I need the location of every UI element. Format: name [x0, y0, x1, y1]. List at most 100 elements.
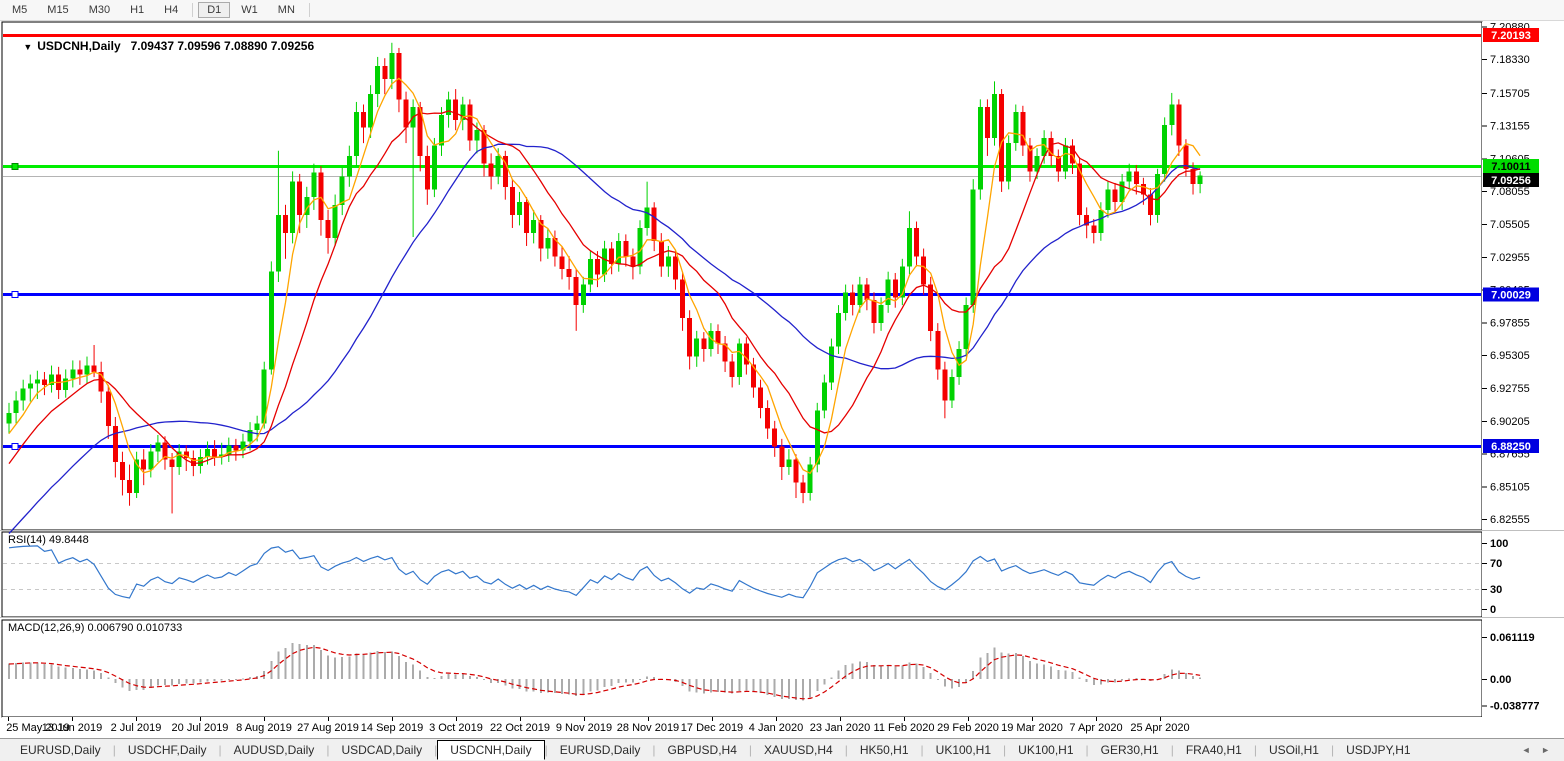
timeframe-toolbar: M5 M15 M30 H1 H4 D1 W1 MN: [0, 0, 1564, 21]
hline-handle[interactable]: [11, 163, 19, 170]
svg-text:28 Nov 2019: 28 Nov 2019: [617, 722, 679, 734]
price-tag-7.20193: [1483, 28, 1539, 43]
svg-text:7.20193: 7.20193: [1491, 30, 1531, 42]
rsi-line: [8, 545, 1201, 599]
macd-plot[interactable]: [8, 643, 1202, 701]
price-axis-column: [1482, 22, 1564, 738]
svg-text:4 Jan 2020: 4 Jan 2020: [749, 722, 803, 734]
chart-tab-eurusd-daily[interactable]: EURUSD,Daily: [559, 743, 641, 757]
svg-text:6.85105: 6.85105: [1490, 481, 1530, 493]
svg-text:6.97855: 6.97855: [1490, 317, 1530, 329]
price-tag-6.88250: [1483, 438, 1539, 453]
timeframe-button-w1[interactable]: W1: [241, 4, 258, 16]
timeframe-button-m15[interactable]: M15: [47, 4, 69, 16]
chart-tab-xauusd-h4[interactable]: XAUUSD,H4: [764, 743, 833, 757]
hline-handle[interactable]: [11, 291, 19, 298]
svg-text:30: 30: [1490, 584, 1502, 596]
svg-text:3 Oct 2019: 3 Oct 2019: [429, 722, 483, 734]
chart-tab-audusd-daily[interactable]: AUDUSD,Daily: [233, 743, 315, 757]
svg-text:70: 70: [1490, 558, 1502, 570]
ma-fast-line: [8, 77, 1201, 475]
chart-title: ▼ USDCNH,Daily 7.09437 7.09596 7.08890 7.0…: [10, 25, 314, 67]
ma-slow-line: [8, 143, 1201, 534]
svg-text:7.18330: 7.18330: [1490, 54, 1530, 66]
svg-text:6.88250: 6.88250: [1491, 441, 1531, 453]
svg-text:25 Apr 2020: 25 Apr 2020: [1130, 722, 1189, 734]
svg-text:6.92755: 6.92755: [1490, 383, 1530, 395]
timeframe-button-m30[interactable]: M30: [88, 4, 111, 16]
tab-separator: |: [544, 743, 548, 757]
svg-text:2 Jul 2019: 2 Jul 2019: [111, 722, 162, 734]
tab-scroll-arrows[interactable]: ◄ ►: [1521, 745, 1554, 755]
timeframe-button-d1[interactable]: D1: [198, 2, 231, 18]
timeframe-button-h1[interactable]: H1: [130, 4, 145, 16]
toolbar-separator: [308, 3, 310, 17]
chart-tab-hk50-h1[interactable]: HK50,H1: [859, 743, 909, 757]
price-tag-7.10011: [1483, 159, 1539, 174]
svg-text:6.95305: 6.95305: [1490, 350, 1530, 362]
rsi-indicator-label: RSI(14) 49.8448: [8, 534, 89, 546]
price-tag-7.00029: [1483, 287, 1539, 302]
svg-text:19 Mar 2020: 19 Mar 2020: [1001, 722, 1063, 734]
chart-tab-usdcad-daily[interactable]: USDCAD,Daily: [341, 743, 423, 757]
chart-tab-fra40-h1[interactable]: FRA40,H1: [1185, 743, 1242, 757]
svg-text:14 Sep 2019: 14 Sep 2019: [361, 722, 423, 734]
hline-handle[interactable]: [11, 443, 19, 450]
tab-separator: |: [1170, 743, 1174, 757]
svg-text:9 Nov 2019: 9 Nov 2019: [556, 722, 612, 734]
svg-text:29 Feb 2020: 29 Feb 2020: [937, 722, 999, 734]
ma-mid-line: [8, 110, 1201, 465]
chart-dropdown-icon[interactable]: ▼: [23, 42, 33, 52]
svg-text:100: 100: [1490, 538, 1508, 550]
chart-tab-usoil-h1[interactable]: USOil,H1: [1268, 743, 1319, 757]
svg-text:22 Oct 2019: 22 Oct 2019: [490, 722, 550, 734]
chart-ohlc-values: 7.09437 7.09596 7.08890 7.09256: [130, 39, 315, 53]
chart-tab-usdchf-daily[interactable]: USDCHF,Daily: [127, 743, 207, 757]
svg-text:0: 0: [1490, 604, 1496, 616]
svg-text:25 May 2019: 25 May 2019: [6, 722, 70, 734]
tab-separator: |: [218, 743, 222, 757]
svg-text:0.00: 0.00: [1490, 674, 1511, 686]
chart-tab-uk100-h1[interactable]: UK100,H1: [935, 743, 992, 757]
chart-symbol-label: USDCNH,Daily: [37, 39, 121, 53]
chart-tab-ger30-h1[interactable]: GER30,H1: [1100, 743, 1159, 757]
timeframe-button-m5[interactable]: M5: [12, 4, 28, 16]
svg-text:-0.038777: -0.038777: [1490, 701, 1540, 713]
tab-separator: |: [920, 743, 924, 757]
svg-text:17 Dec 2019: 17 Dec 2019: [681, 722, 743, 734]
ma-mid-line: [8, 110, 1201, 465]
chart-tab-usdcnh-daily[interactable]: USDCNH,Daily: [437, 740, 545, 760]
tab-separator: |: [844, 743, 848, 757]
rsi-plot[interactable]: [3, 545, 1481, 599]
svg-text:7.13155: 7.13155: [1490, 121, 1530, 133]
rsi-panel: [1, 531, 1483, 618]
svg-text:7.08055: 7.08055: [1490, 186, 1530, 198]
svg-text:20 Jul 2019: 20 Jul 2019: [172, 722, 229, 734]
svg-text:11 Feb 2020: 11 Feb 2020: [874, 722, 935, 734]
svg-text:6.82555: 6.82555: [1490, 514, 1530, 526]
macd-indicator-label: MACD(12,26,9) 0.006790 0.010733: [8, 622, 183, 634]
svg-text:7.09256: 7.09256: [1491, 175, 1531, 187]
ma-slow-line: [8, 143, 1201, 534]
timeframe-button-mn[interactable]: MN: [277, 4, 295, 16]
horizontal-price-lines[interactable]: [3, 34, 1481, 450]
tab-separator: |: [112, 743, 116, 757]
chart-panels: [0, 21, 1564, 738]
chart-tab-uk100-h1[interactable]: UK100,H1: [1018, 743, 1074, 757]
chart-tab-usdjpy-h1[interactable]: USDJPY,H1: [1346, 743, 1411, 757]
tab-separator: |: [1253, 743, 1257, 757]
macd-signal-line: [8, 646, 1201, 700]
svg-text:7.02955: 7.02955: [1490, 252, 1530, 264]
date-axis-strip: [2, 717, 1482, 738]
chart-tab-gbpusd-h4[interactable]: GBPUSD,H4: [667, 743, 737, 757]
chart-tab-eurusd-daily[interactable]: EURUSD,Daily: [20, 743, 101, 757]
svg-text:23 Jan 2020: 23 Jan 2020: [810, 722, 871, 734]
timeframe-button-h4[interactable]: H4: [164, 4, 179, 16]
tab-separator: |: [748, 743, 753, 757]
svg-text:7.00029: 7.00029: [1491, 289, 1531, 301]
ma-fast-line: [8, 77, 1201, 475]
chart-tab-bar: EURUSD,Daily | USDCHF,Daily | AUDUSD,Daily | U…: [0, 738, 1564, 761]
